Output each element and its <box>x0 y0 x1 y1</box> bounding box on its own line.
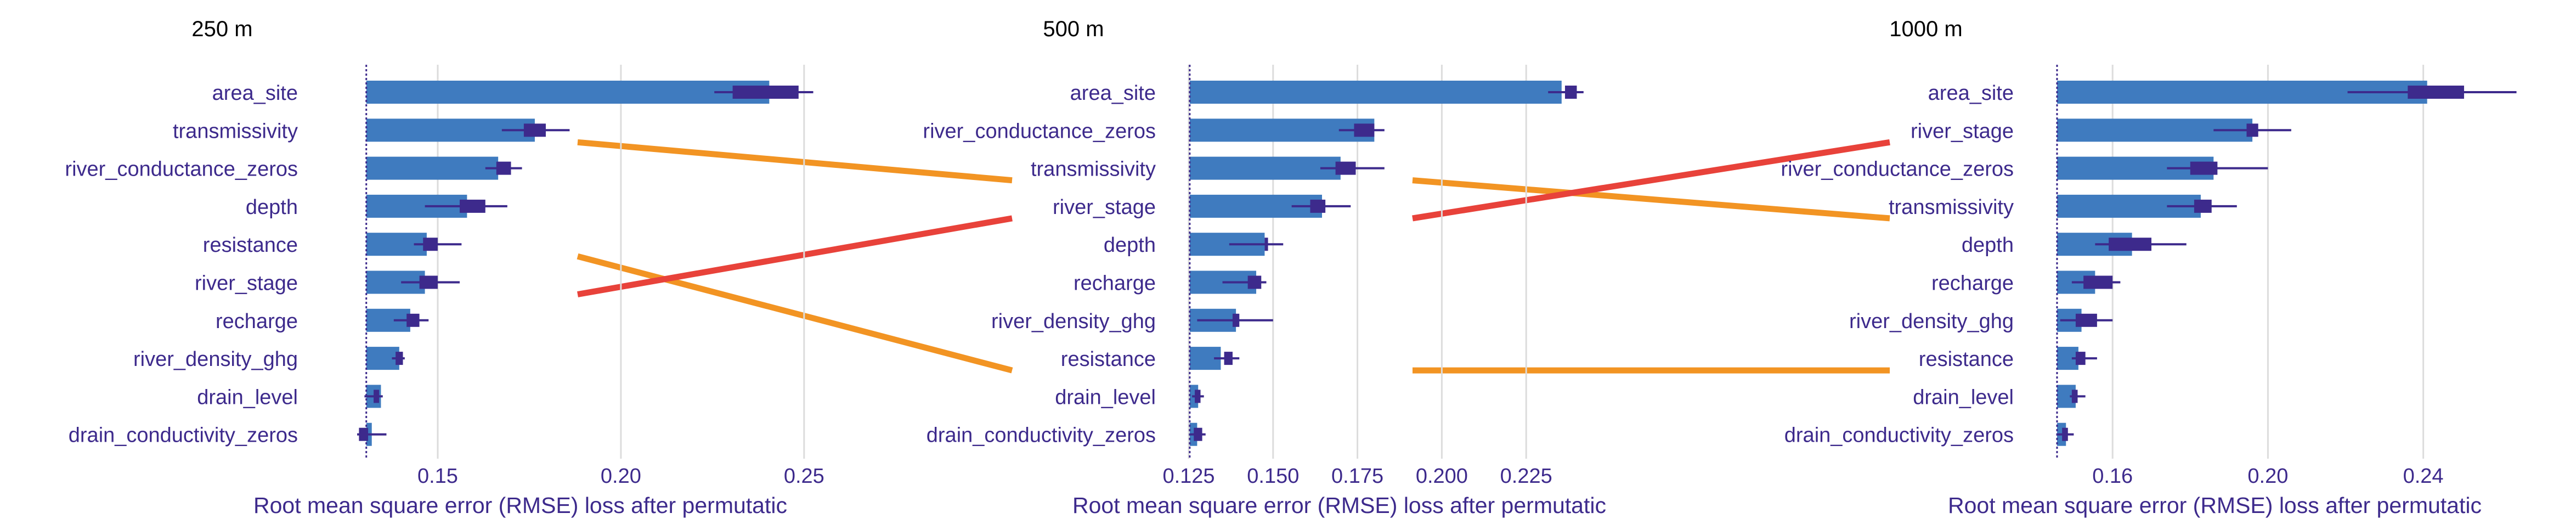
box-river-density-ghg <box>1232 313 1240 327</box>
category-label-river-density-ghg: river_density_ghg <box>1849 310 2014 333</box>
x-tick-label: 0.25 <box>784 465 824 488</box>
box-drain-conductivity-zeros <box>2062 427 2068 441</box>
x-axis-label: Root mean square error (RMSE) loss after… <box>253 493 787 518</box>
box-river-stage <box>2246 123 2258 137</box>
chart-panels: 250 m area_site transmissivity river_conduc… <box>65 17 2517 518</box>
category-label-area-site: area_site <box>1070 82 1156 105</box>
category-label-drain-conductivity-zeros: drain_conductivity_zeros <box>1784 424 2014 447</box>
category-label-river-conductance-zeros: river_conductance_zeros <box>65 158 298 181</box>
x-tick-label: 0.15 <box>417 465 458 488</box>
box-depth <box>1264 238 1268 251</box>
box-resistance <box>2075 352 2086 365</box>
panel-title: 250 m <box>191 17 252 41</box>
category-label-recharge: recharge <box>1931 272 2014 295</box>
bar-area-site <box>1189 81 1562 104</box>
box-river-conductance-zeros <box>1354 123 1375 137</box>
category-label-area-site: area_site <box>1928 82 2014 105</box>
category-label-resistance: resistance <box>203 234 298 257</box>
chart-panel-2: 500 m area_site river_conductance_zerostra… <box>923 17 1606 518</box>
x-axis-label: Root mean square error (RMSE) loss after… <box>1948 493 2482 518</box>
box-river-density-ghg <box>2075 313 2097 327</box>
box-river-stage <box>419 275 438 289</box>
box-recharge <box>406 313 420 327</box>
x-tick-label: 0.200 <box>1416 465 1468 488</box>
box-resistance <box>423 238 438 251</box>
rank-link-river-stage-1-to-2 <box>577 215 1013 297</box>
box-drain-level <box>374 390 380 403</box>
x-tick-label: 0.24 <box>2403 465 2444 488</box>
category-label-drain-level: drain_level <box>1913 386 2014 409</box>
category-label-depth: depth <box>1962 234 2014 257</box>
category-label-depth: depth <box>246 196 298 219</box>
box-transmissivity <box>523 123 546 137</box>
category-label-river-stage: river_stage <box>1911 120 2014 143</box>
category-label-recharge: recharge <box>216 310 298 333</box>
category-label-river-stage: river_stage <box>1053 196 1156 219</box>
rank-change-links <box>577 139 1890 374</box>
panel-title: 1000 m <box>1889 17 1962 41</box>
x-tick-label: 0.20 <box>601 465 641 488</box>
rank-link-transmissivity-2-to-3 <box>1412 177 1890 222</box>
box-river-stage <box>1310 199 1326 213</box>
category-label-recharge: recharge <box>1074 272 1156 295</box>
bar-area-site <box>366 81 770 104</box>
category-label-area-site: area_site <box>212 82 298 105</box>
category-label-drain-conductivity-zeros: drain_conductivity_zeros <box>927 424 1156 447</box>
box-area-site <box>2408 86 2464 99</box>
box-river-conductance-zeros <box>496 161 511 175</box>
box-transmissivity <box>2194 199 2212 213</box>
x-tick-label: 0.175 <box>1331 465 1383 488</box>
box-drain-level <box>1195 390 1201 403</box>
category-label-depth: depth <box>1104 234 1156 257</box>
category-label-transmissivity: transmissivity <box>173 120 298 143</box>
chart-panel-1: 250 m area_site transmissivity river_conduc… <box>65 17 824 518</box>
box-drain-conductivity-zeros <box>359 427 369 441</box>
box-resistance <box>1224 352 1233 365</box>
box-drain-level <box>2071 390 2078 403</box>
x-axis-label: Root mean square error (RMSE) loss after… <box>1072 493 1606 518</box>
category-label-transmissivity: transmissivity <box>1889 196 2014 219</box>
box-river-density-ghg <box>396 352 403 365</box>
x-tick-label: 0.20 <box>2247 465 2288 488</box>
box-depth <box>460 199 485 213</box>
category-label-resistance: resistance <box>1061 348 1156 371</box>
category-label-river-conductance-zeros: river_conductance_zeros <box>1781 158 2014 181</box>
bar-transmissivity <box>1189 156 1341 180</box>
box-recharge <box>1247 275 1262 289</box>
rank-link-transmissivity-1-to-2 <box>577 139 1013 184</box>
box-area-site <box>732 86 799 99</box>
x-tick-label: 0.150 <box>1247 465 1299 488</box>
category-label-drain-level: drain_level <box>197 386 298 409</box>
box-recharge <box>2083 275 2113 289</box>
category-label-river-stage: river_stage <box>195 272 298 295</box>
category-label-river-conductance-zeros: river_conductance_zeros <box>923 120 1156 143</box>
category-label-river-density-ghg: river_density_ghg <box>133 348 298 371</box>
rank-link-resistance-1-to-2 <box>577 253 1013 374</box>
bar-river-conductance-zeros <box>366 156 499 180</box>
x-tick-label: 0.16 <box>2092 465 2133 488</box>
category-label-river-density-ghg: river_density_ghg <box>991 310 1156 333</box>
box-area-site <box>1564 86 1577 99</box>
category-label-drain-level: drain_level <box>1055 386 1156 409</box>
box-transmissivity <box>1335 161 1356 175</box>
category-label-drain-conductivity-zeros: drain_conductivity_zeros <box>69 424 298 447</box>
box-river-conductance-zeros <box>2190 161 2218 175</box>
x-tick-label: 0.125 <box>1162 465 1214 488</box>
category-label-transmissivity: transmissivity <box>1031 158 1156 181</box>
box-drain-conductivity-zeros <box>1194 427 1202 441</box>
box-depth <box>2109 238 2151 251</box>
chart-panel-3: 1000 m area_site river_stage river_conducta… <box>1781 17 2517 518</box>
x-tick-label: 0.225 <box>1500 465 1552 488</box>
panel-title: 500 m <box>1043 17 1104 41</box>
category-label-resistance: resistance <box>1919 348 2014 371</box>
rank-link-river-stage-2-to-3 <box>1412 139 1890 222</box>
